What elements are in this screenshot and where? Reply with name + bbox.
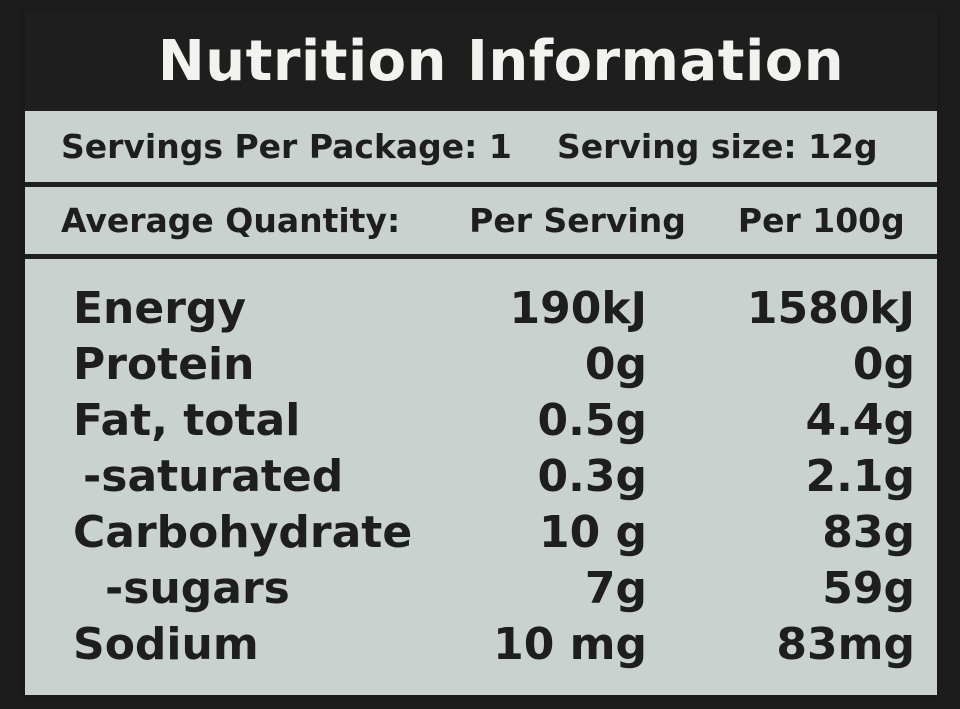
nutrient-per-100g: 4.4g	[805, 395, 915, 446]
nutrient-row-sugars: -sugars 7g 59g	[25, 561, 937, 617]
nutrient-per-serving: 0g	[584, 339, 647, 390]
nutrient-name: Energy	[73, 283, 247, 334]
nutrient-table: Energy 190kJ 1580kJ Protein 0g 0g Fat, t…	[25, 281, 937, 673]
nutrient-per-serving: 10 mg	[493, 619, 647, 670]
nutrient-name: Protein	[73, 339, 255, 390]
nutrient-row-sodium: Sodium 10 mg 83mg	[25, 617, 937, 673]
nutrient-per-100g: 59g	[822, 563, 915, 614]
servings-row: Servings Per Package: 1 Serving size: 12…	[25, 111, 937, 187]
nutrient-per-100g: 0g	[852, 339, 915, 390]
nutrient-per-100g: 83g	[822, 507, 915, 558]
nutrient-per-serving: 0.3g	[537, 451, 647, 502]
nutrient-per-serving: 0.5g	[537, 395, 647, 446]
nutrient-per-100g: 2.1g	[805, 451, 915, 502]
servings-per-package: Servings Per Package: 1	[61, 127, 512, 166]
average-quantity-header: Average Quantity:	[61, 201, 401, 240]
column-header-row: Average Quantity: Per Serving Per 100g	[25, 187, 937, 259]
serving-size: Serving size: 12g	[557, 127, 878, 166]
nutrient-row-fat-total: Fat, total 0.5g 4.4g	[25, 393, 937, 449]
nutrient-row-carbohydrate: Carbohydrate 10 g 83g	[25, 505, 937, 561]
nutrient-row-saturated: -saturated 0.3g 2.1g	[25, 449, 937, 505]
nutrient-name: -sugars	[105, 563, 290, 614]
nutrient-per-serving: 190kJ	[509, 283, 647, 334]
nutrient-per-serving: 7g	[584, 563, 647, 614]
per-serving-header: Per Serving	[469, 201, 686, 240]
nutrition-label: Nutrition Information Servings Per Packa…	[22, 8, 940, 698]
nutrient-name: Carbohydrate	[73, 507, 413, 558]
nutrient-row-energy: Energy 190kJ 1580kJ	[25, 281, 937, 337]
nutrient-name: Sodium	[73, 619, 259, 670]
nutrient-per-serving: 10 g	[538, 507, 647, 558]
nutrient-name: Fat, total	[73, 395, 301, 446]
nutrient-name: -saturated	[83, 451, 344, 502]
label-title: Nutrition Information	[157, 28, 845, 94]
per-100g-header: Per 100g	[737, 201, 905, 240]
nutrient-row-protein: Protein 0g 0g	[25, 337, 937, 393]
nutrient-per-100g: 1580kJ	[746, 283, 915, 334]
nutrient-per-100g: 83mg	[776, 619, 915, 670]
title-bar: Nutrition Information	[25, 11, 937, 111]
